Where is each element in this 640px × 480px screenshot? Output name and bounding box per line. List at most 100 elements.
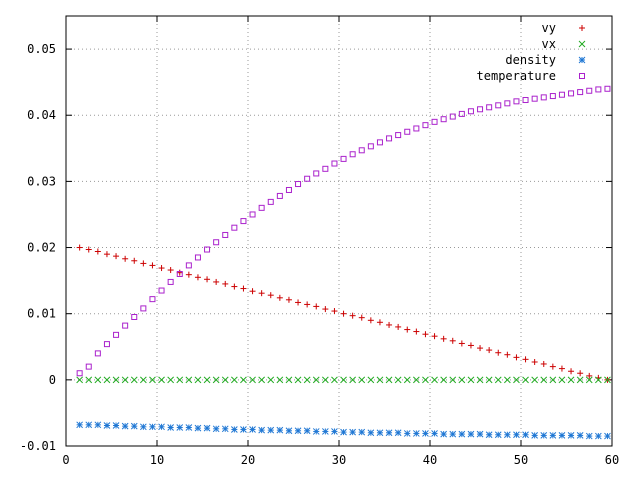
temperature-point bbox=[304, 175, 311, 182]
vy-point bbox=[267, 292, 274, 299]
y-tick-label: 0.02 bbox=[27, 241, 56, 255]
vx-point bbox=[394, 376, 402, 384]
temperature-point bbox=[477, 106, 484, 113]
series-density bbox=[76, 421, 611, 440]
vx-point bbox=[440, 376, 448, 384]
density-point bbox=[158, 423, 165, 431]
vx-point bbox=[585, 376, 593, 384]
temperature-point bbox=[340, 155, 347, 162]
vy-point bbox=[276, 294, 283, 301]
legend-label-vy: vy bbox=[542, 21, 556, 35]
temperature-point bbox=[467, 108, 474, 115]
temperature-point bbox=[249, 211, 256, 218]
vx-point bbox=[331, 376, 338, 384]
vx-point bbox=[522, 376, 529, 384]
density-point bbox=[513, 431, 520, 439]
x-tick-label: 10 bbox=[150, 453, 164, 467]
vy-point bbox=[167, 267, 174, 274]
temperature-point bbox=[540, 94, 547, 101]
temperature-point bbox=[185, 262, 192, 269]
density-point bbox=[221, 425, 229, 433]
density-point bbox=[494, 431, 502, 439]
density-point bbox=[467, 430, 475, 438]
temperature-point bbox=[558, 91, 565, 98]
vx-point bbox=[403, 376, 411, 384]
temperature-point bbox=[431, 118, 438, 125]
density-point bbox=[303, 427, 311, 435]
density-point bbox=[203, 424, 211, 432]
temperature-point bbox=[531, 95, 538, 102]
vy-point bbox=[131, 257, 138, 264]
vy-point bbox=[522, 356, 529, 363]
temperature-point bbox=[122, 322, 129, 329]
x-tick-label: 0 bbox=[62, 453, 69, 467]
density-point bbox=[249, 426, 256, 433]
vy-point bbox=[367, 317, 374, 324]
x-tick-label: 60 bbox=[605, 453, 619, 467]
vx-point bbox=[121, 376, 129, 384]
density-point bbox=[449, 430, 457, 438]
temperature-point bbox=[94, 350, 101, 357]
y-tick-label: 0.05 bbox=[27, 42, 56, 56]
vy-point bbox=[76, 244, 83, 251]
vx-point bbox=[212, 376, 220, 384]
density-point bbox=[376, 429, 384, 437]
vx-point bbox=[340, 376, 347, 384]
vx-point bbox=[576, 376, 584, 384]
vy-point bbox=[540, 360, 547, 367]
vx-point bbox=[185, 376, 193, 384]
vx-point bbox=[167, 376, 175, 384]
vx-point bbox=[76, 376, 84, 384]
vy-point bbox=[458, 340, 465, 347]
density-point bbox=[167, 424, 175, 431]
vx-point bbox=[267, 376, 275, 384]
density-point bbox=[440, 430, 448, 438]
vx-point bbox=[240, 376, 247, 384]
vx-point bbox=[176, 376, 184, 384]
vy-point bbox=[240, 285, 247, 292]
density-point bbox=[212, 425, 220, 433]
vx-point bbox=[203, 376, 211, 384]
vy-point bbox=[422, 331, 429, 338]
vy-point bbox=[322, 306, 329, 313]
vy-point bbox=[531, 358, 538, 365]
temperature-point bbox=[176, 271, 183, 277]
vy-point bbox=[222, 280, 229, 287]
density-point bbox=[94, 421, 102, 429]
density-point bbox=[294, 427, 302, 435]
vy-point bbox=[113, 253, 120, 260]
temperature-point bbox=[313, 170, 320, 177]
vx-point bbox=[285, 376, 293, 384]
vx-point bbox=[130, 376, 138, 384]
vx-point bbox=[376, 376, 384, 384]
temperature-point bbox=[386, 135, 393, 142]
temperature-point bbox=[549, 93, 556, 100]
series-vx bbox=[76, 376, 611, 384]
vx-point bbox=[567, 376, 575, 384]
temperature-point bbox=[285, 186, 292, 193]
density-point bbox=[130, 422, 138, 430]
temperature-point bbox=[258, 204, 265, 211]
temperature-point bbox=[167, 278, 174, 285]
density-point bbox=[276, 426, 284, 434]
density-point bbox=[585, 432, 593, 440]
vy-point bbox=[404, 326, 411, 333]
vx-point bbox=[349, 376, 357, 384]
temperature-point bbox=[604, 85, 611, 92]
vx-point bbox=[103, 376, 111, 384]
vy-point bbox=[467, 342, 474, 349]
temperature-point bbox=[194, 254, 201, 261]
legend-marker-vx bbox=[578, 40, 586, 48]
vx-point bbox=[249, 376, 256, 384]
vx-point bbox=[503, 376, 511, 384]
vx-point bbox=[513, 376, 520, 384]
density-point bbox=[85, 421, 93, 429]
density-point bbox=[412, 430, 420, 437]
legend: vy vx density temperature bbox=[477, 21, 586, 83]
vy-point bbox=[204, 276, 211, 283]
temperature-point bbox=[222, 231, 229, 238]
vy-point bbox=[258, 290, 265, 297]
temperature-point bbox=[458, 110, 465, 117]
x-tick-label: 30 bbox=[332, 453, 346, 467]
density-point bbox=[267, 426, 275, 434]
